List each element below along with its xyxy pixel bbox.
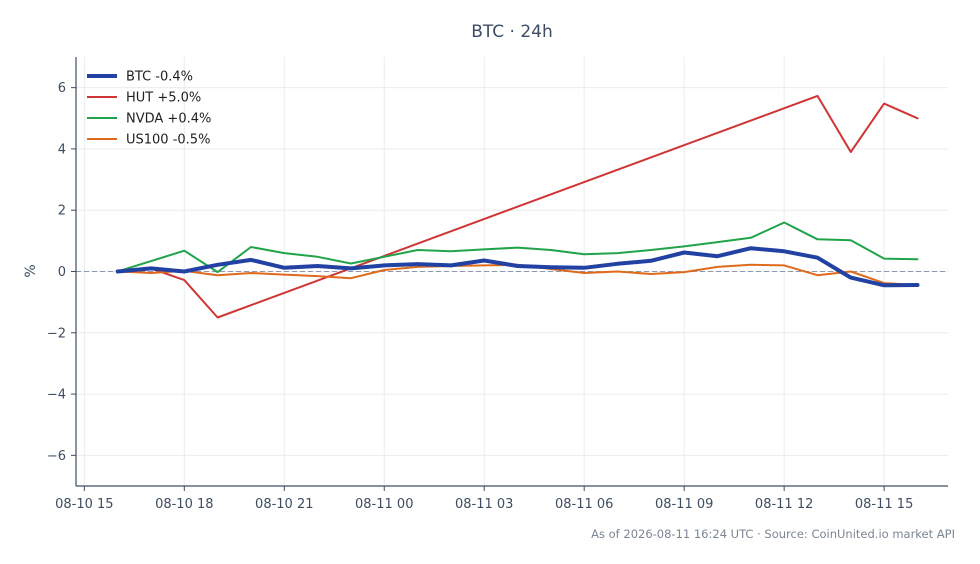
series-layer: [115, 94, 920, 319]
series-line-hut: [116, 94, 919, 319]
x-tick-label: 08-11 06: [555, 497, 613, 512]
source-footer: As of 2026-08-11 16:24 UTC · Source: Coi…: [591, 527, 955, 541]
legend: BTC -0.4% HUT +5.0% NVDA +0.4% US100 -0.5%: [87, 70, 211, 148]
chart-title: BTC · 24h: [471, 22, 553, 42]
x-tick-label: 08-11 09: [655, 497, 713, 512]
x-tick-label: 08-11 00: [355, 497, 413, 512]
series-line-btc: [115, 246, 920, 288]
x-tick-label: 08-11 03: [455, 497, 513, 512]
series-line-nvda: [116, 221, 919, 274]
y-tick-label: −2: [47, 326, 66, 341]
legend-label: BTC -0.4%: [126, 70, 193, 85]
y-tick-label: 0: [58, 265, 66, 280]
x-tick-label: 08-10 21: [255, 497, 313, 512]
legend-label: US100 -0.5%: [126, 133, 210, 148]
x-tick-label: 08-10 18: [155, 497, 213, 512]
x-tick-label: 08-10 15: [55, 497, 113, 512]
y-tick-label: 2: [58, 204, 66, 219]
y-tick-label: −4: [47, 388, 66, 403]
x-tick-label: 08-11 15: [855, 497, 913, 512]
y-tick-label: 4: [58, 142, 66, 157]
legend-label: HUT +5.0%: [126, 91, 201, 106]
legend-label: NVDA +0.4%: [126, 112, 211, 127]
y-tick-label: 6: [58, 81, 66, 96]
y-axis-label: %: [23, 264, 39, 277]
y-tick-label: −6: [47, 449, 66, 464]
y-ticks: −6 −4 −2 0 2 4 6: [47, 81, 76, 464]
x-ticks: 08-10 15 08-10 18 08-10 21 08-11 00 08-11 03…: [55, 486, 913, 512]
x-tick-label: 08-11 12: [755, 497, 813, 512]
